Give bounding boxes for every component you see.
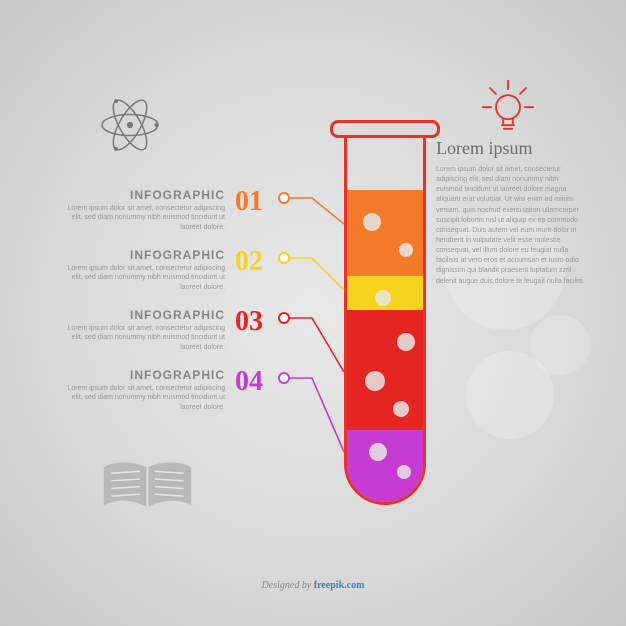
info-block-4: INFOGRAPHIC Lorem ipsum dolor sit amet, c… bbox=[65, 368, 225, 412]
bubble bbox=[397, 465, 411, 479]
right-text-block: Lorem ipsum Lorem ipsum dolor sit amet, … bbox=[436, 138, 586, 287]
connector-marker-4 bbox=[278, 372, 290, 384]
info-text: Lorem ipsum dolor sit amet, consectetur … bbox=[65, 204, 225, 232]
bubble bbox=[369, 443, 387, 461]
bubble bbox=[393, 401, 409, 417]
bubble bbox=[375, 290, 391, 306]
footer-prefix: Designed by bbox=[262, 580, 314, 591]
info-text: Lorem ipsum dolor sit amet, consectetur … bbox=[65, 384, 225, 412]
info-title: INFOGRAPHIC bbox=[65, 248, 225, 262]
bubble bbox=[399, 243, 413, 257]
info-block-1: INFOGRAPHIC Lorem ipsum dolor sit amet, c… bbox=[65, 188, 225, 232]
right-body: Lorem ipsum dolor sit amet, consectetur … bbox=[436, 165, 586, 287]
footer-credit: Designed by freepik.com bbox=[0, 580, 626, 591]
liquid-layer bbox=[347, 310, 423, 430]
info-block-2: INFOGRAPHIC Lorem ipsum dolor sit amet, c… bbox=[65, 248, 225, 292]
connector-marker-2 bbox=[278, 252, 290, 264]
atom-icon bbox=[95, 90, 165, 160]
info-text: Lorem ipsum dolor sit amet, consectetur … bbox=[65, 324, 225, 352]
info-number-2: 02 bbox=[235, 246, 263, 278]
info-title: INFOGRAPHIC bbox=[65, 188, 225, 202]
book-icon bbox=[100, 460, 195, 517]
infographic-canvas: INFOGRAPHIC Lorem ipsum dolor sit amet, c… bbox=[0, 0, 626, 626]
info-block-3: INFOGRAPHIC Lorem ipsum dolor sit amet, c… bbox=[65, 308, 225, 352]
liquid-layer bbox=[347, 430, 423, 505]
bubble bbox=[363, 213, 381, 231]
right-title: Lorem ipsum bbox=[436, 138, 586, 159]
bubble bbox=[397, 333, 415, 351]
bubble bbox=[365, 371, 385, 391]
footer-brand: freepik.com bbox=[314, 580, 365, 591]
info-text: Lorem ipsum dolor sit amet, consectetur … bbox=[65, 264, 225, 292]
bg-circle bbox=[530, 315, 590, 375]
connector-marker-1 bbox=[278, 192, 290, 204]
info-number-3: 03 bbox=[235, 306, 263, 338]
info-title: INFOGRAPHIC bbox=[65, 368, 225, 382]
connector-marker-3 bbox=[278, 312, 290, 324]
info-title: INFOGRAPHIC bbox=[65, 308, 225, 322]
lightbulb-icon bbox=[478, 76, 538, 136]
info-number-1: 01 bbox=[235, 186, 263, 218]
tube-body bbox=[344, 135, 426, 505]
liquid-layer bbox=[347, 190, 423, 276]
info-number-4: 04 bbox=[235, 366, 263, 398]
